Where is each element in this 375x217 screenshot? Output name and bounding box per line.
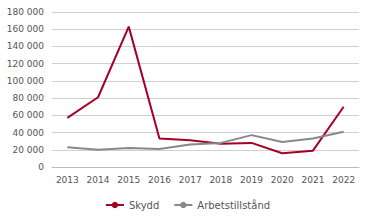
- svg-text:2022: 2022: [332, 175, 355, 185]
- svg-text:140 000: 140 000: [7, 41, 44, 51]
- svg-text:40 000: 40 000: [13, 128, 45, 138]
- svg-text:20 000: 20 000: [13, 145, 45, 155]
- svg-text:2016: 2016: [148, 175, 171, 185]
- svg-text:2014: 2014: [87, 175, 110, 185]
- svg-text:100 000: 100 000: [7, 76, 44, 86]
- svg-text:Skydd: Skydd: [129, 200, 159, 211]
- svg-text:0: 0: [38, 162, 44, 172]
- svg-text:120 000: 120 000: [7, 59, 44, 69]
- svg-text:2018: 2018: [209, 175, 232, 185]
- svg-text:2019: 2019: [240, 175, 263, 185]
- svg-text:2015: 2015: [117, 175, 140, 185]
- svg-text:180 000: 180 000: [7, 7, 44, 17]
- svg-text:2021: 2021: [301, 175, 324, 185]
- svg-text:2013: 2013: [56, 175, 79, 185]
- svg-text:2020: 2020: [271, 175, 294, 185]
- svg-text:2017: 2017: [179, 175, 202, 185]
- svg-text:60 000: 60 000: [13, 110, 45, 120]
- svg-text:Arbetstillstånd: Arbetstillstånd: [197, 199, 270, 211]
- svg-text:160 000: 160 000: [7, 24, 44, 34]
- svg-text:80 000: 80 000: [13, 93, 45, 103]
